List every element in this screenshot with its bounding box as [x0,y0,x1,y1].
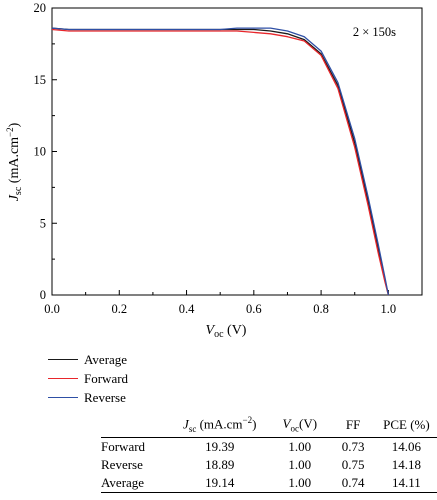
y-tick-label: 15 [34,73,47,87]
cell-ff: 0.73 [341,438,365,454]
table-row: Forward 19.39 1.00 0.73 14.06 [101,437,437,456]
plot-frame [51,7,423,296]
header-jsc: Jsc (mA.cm−2) [170,413,270,438]
y-axis-ticks: 0 5 10 15 20 [34,1,57,302]
legend-item-reverse: Reverse [48,388,128,407]
series-layer [51,27,390,296]
x-tick-label: 0.8 [313,302,329,316]
cell-jsc: 19.39 [205,438,235,454]
row-label: Reverse [101,456,143,472]
cell-jsc: 18.89 [205,456,235,472]
header-pce: PCE (%) [375,413,437,438]
cell-jsc: 19.14 [170,473,270,493]
cell-voc: 1.00 [288,456,312,472]
row-label: Forward [101,438,146,454]
table-row: Reverse 18.89 1.00 0.75 14.18 [101,456,437,474]
y-tick-label: 10 [34,145,47,159]
cell-ff: 0.74 [330,473,376,493]
legend-label-reverse: Reverse [84,389,126,405]
table-row: Average 19.14 1.00 0.74 14.11 [101,473,437,493]
y-tick-label: 20 [34,1,47,15]
cell-voc: 1.00 [288,438,312,454]
legend-item-forward: Forward [48,369,128,388]
x-tick-label: 0.4 [179,302,195,316]
x-axis-label: Voc (V) [206,323,247,340]
legend-item-average: Average [48,350,128,369]
plot-border [51,7,423,296]
performance-table: Jsc (mA.cm−2) Voc(V) FF PCE (%) Forward … [101,413,437,493]
y-tick-label: 5 [40,216,46,230]
cell-voc: 1.00 [269,473,331,493]
jv-chart: 0.0 0.2 0.4 0.6 0.8 1.0 0 5 10 15 20 2 × 150s Voc… [5,1,423,340]
header-voc: Voc(V) [269,413,331,438]
header-empty [101,413,171,438]
x-tick-label: 1.0 [381,302,397,316]
series-line-reverse [51,27,390,296]
x-tick-label: 0.2 [111,302,127,316]
cell-pce: 14.06 [391,438,422,454]
y-tick-label: 0 [40,288,46,302]
header-ff: FF [330,413,376,438]
legend-swatch-average [48,359,78,360]
table-header-row: Jsc (mA.cm−2) Voc(V) FF PCE (%) [101,413,437,438]
series-line-average [51,27,390,296]
legend: Average Forward Reverse [48,350,128,407]
row-label: Average [101,473,171,493]
x-tick-label: 0.0 [44,302,60,316]
legend-swatch-forward [48,378,78,379]
x-tick-label: 0.6 [246,302,262,316]
chart-annotation: 2 × 150s [353,25,396,39]
legend-label-forward: Forward [84,370,129,386]
legend-swatch-reverse [48,397,78,398]
cell-ff: 0.75 [341,456,365,472]
cell-pce: 14.18 [391,456,422,472]
cell-pce: 14.11 [375,473,437,493]
y-axis-label: Jsc (mA.cm−2) [5,122,24,201]
series-line-forward [51,28,390,296]
x-axis-ticks: 0.0 0.2 0.4 0.6 0.8 1.0 [44,290,396,316]
legend-label-average: Average [84,351,128,367]
